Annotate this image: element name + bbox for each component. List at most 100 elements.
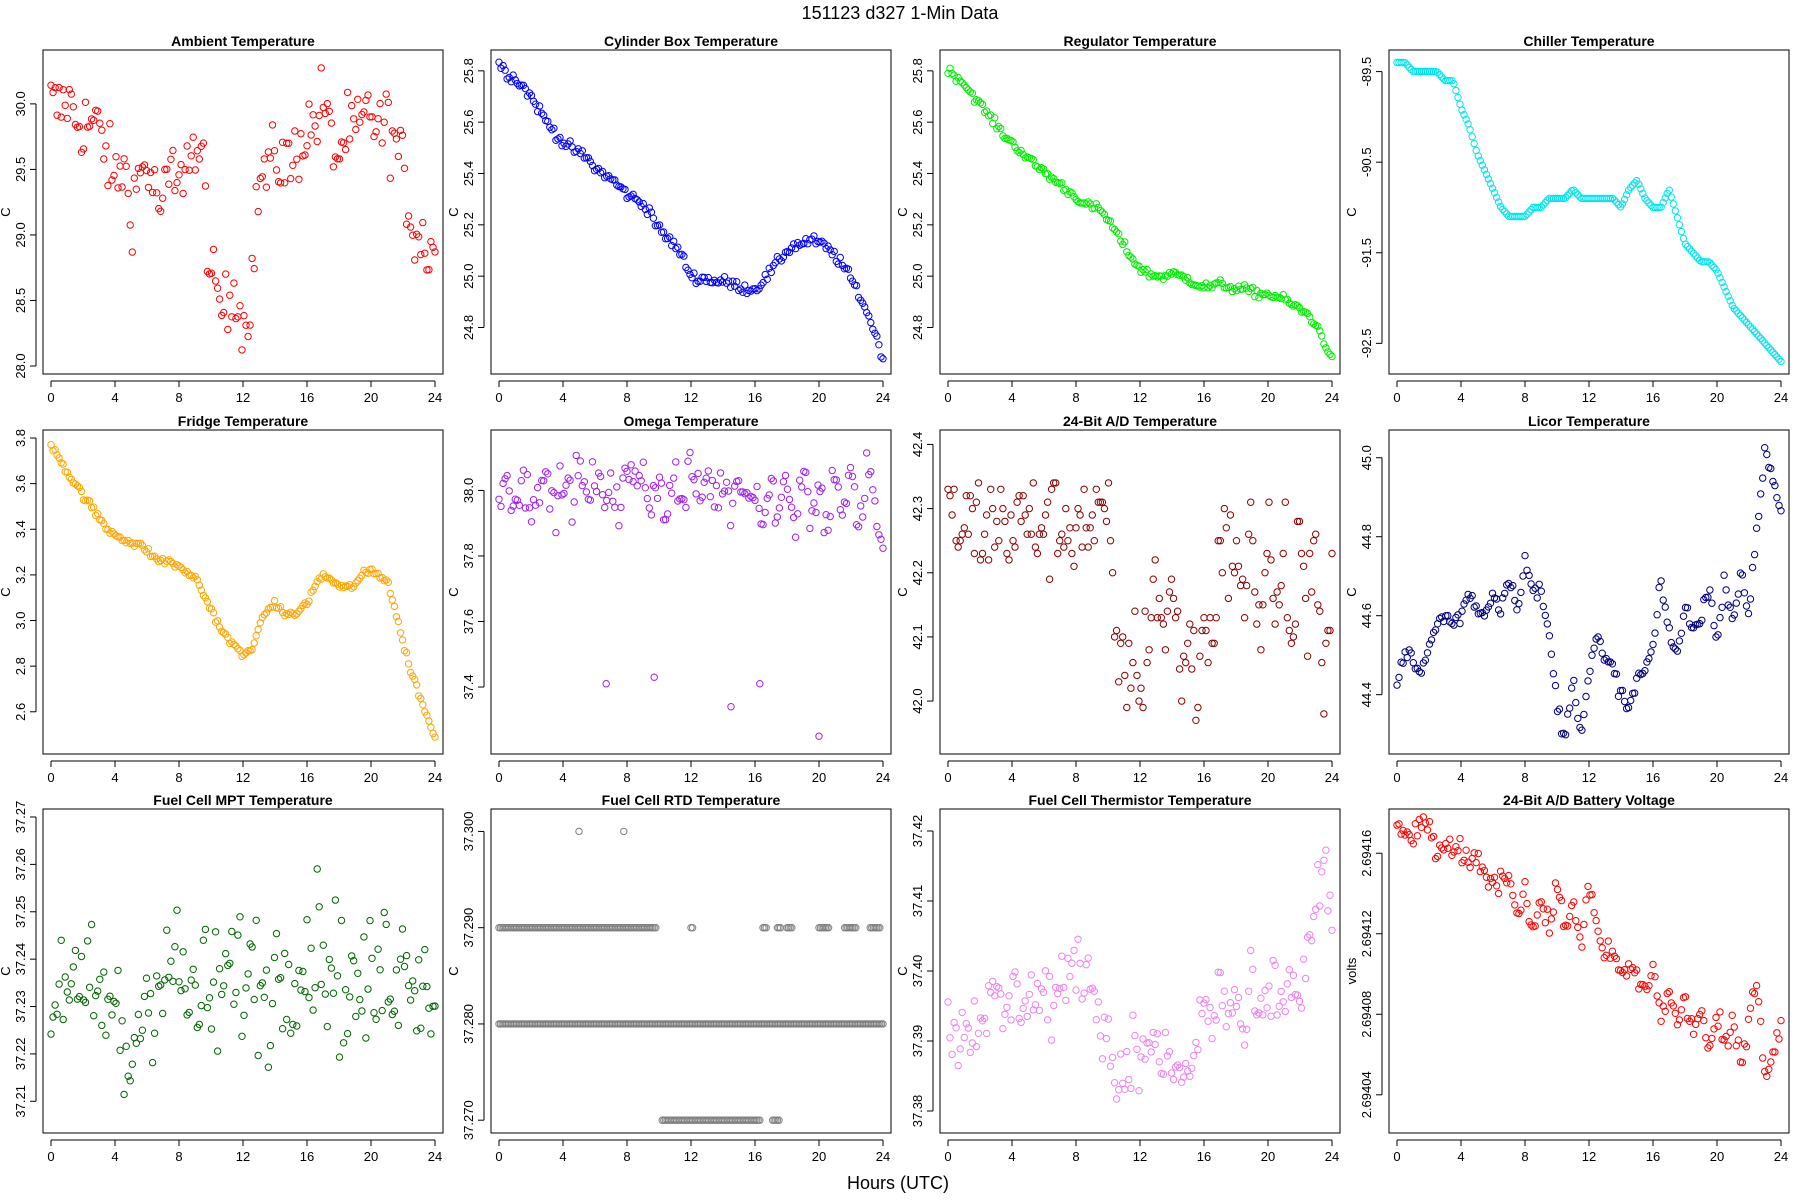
data-point [348, 952, 356, 960]
data-point [1421, 656, 1430, 664]
x-tick-label: 0 [1393, 390, 1400, 405]
data-point [250, 639, 258, 647]
x-tick-label: 20 [1261, 770, 1275, 785]
data-point [1515, 599, 1523, 608]
data-point [1759, 337, 1767, 345]
data-point [411, 256, 419, 264]
data-point [350, 583, 358, 591]
data-point [686, 448, 694, 457]
data-point [1730, 611, 1739, 619]
data-point [968, 1039, 977, 1047]
data-point [1125, 1075, 1133, 1084]
data-point [1206, 1003, 1214, 1012]
data-point [974, 1029, 983, 1038]
y-tick-label: 37.24 [13, 943, 28, 976]
data-point [61, 973, 69, 981]
data-point [85, 497, 94, 505]
data-point [950, 485, 958, 493]
data-point [1517, 212, 1525, 221]
data-point [1100, 504, 1109, 513]
data-point [1003, 549, 1011, 558]
data-point [710, 503, 719, 511]
data-point [861, 494, 869, 503]
data-point [995, 984, 1003, 992]
data-point [242, 984, 250, 992]
data-point [1202, 279, 1210, 287]
data-point [1121, 1085, 1129, 1094]
data-point [1062, 185, 1070, 194]
data-point [1110, 633, 1119, 641]
data-point [1025, 504, 1034, 513]
data-point [556, 462, 564, 470]
x-tick-label: 12 [1582, 390, 1596, 405]
data-point [356, 995, 364, 1004]
data-point [276, 179, 285, 187]
x-tick-label: 4 [559, 1149, 566, 1164]
data-point [264, 148, 273, 156]
data-point [1301, 974, 1310, 983]
data-point [1724, 1042, 1732, 1050]
data-point [1692, 252, 1700, 260]
data-point [1677, 227, 1686, 236]
data-point [415, 956, 423, 964]
data-point [1255, 1009, 1263, 1017]
data-point [796, 476, 804, 484]
data-point [421, 945, 429, 954]
data-point [989, 504, 997, 513]
data-point [546, 123, 554, 131]
data-point [991, 114, 999, 122]
outlier-point [575, 827, 583, 836]
data-point [177, 563, 185, 572]
data-point [1761, 444, 1769, 452]
data-point [956, 77, 964, 85]
data-point [824, 242, 832, 250]
data-point [1299, 562, 1308, 570]
data-point [350, 957, 358, 965]
data-point [209, 609, 218, 617]
data-point [1393, 821, 1401, 829]
data-point [832, 476, 840, 484]
data-point [140, 992, 149, 1001]
data-point [169, 977, 177, 985]
data-point [867, 467, 875, 476]
data-point [499, 61, 507, 70]
data-point [368, 565, 376, 573]
data-point [1427, 636, 1436, 644]
data-point [1720, 571, 1728, 579]
data-point [601, 174, 609, 182]
data-point [1574, 191, 1582, 199]
data-point [157, 207, 165, 216]
data-point [185, 1008, 193, 1017]
panel-title: Regulator Temperature [1064, 33, 1217, 49]
data-point [281, 612, 289, 620]
data-point [1547, 915, 1556, 923]
data-point [1667, 193, 1676, 201]
data-point [431, 248, 439, 256]
data-point [1320, 340, 1328, 348]
data-point [118, 183, 126, 191]
data-point [274, 975, 283, 983]
data-point [627, 461, 635, 469]
data-point [1208, 1034, 1216, 1043]
data-point [1171, 1063, 1180, 1071]
data-point [1098, 498, 1107, 506]
data-point [562, 481, 570, 489]
data-point [800, 239, 808, 248]
data-point [1438, 73, 1446, 81]
data-point [1594, 633, 1602, 641]
data-point [582, 154, 591, 162]
data-point [1706, 259, 1714, 267]
data-point [993, 125, 1001, 133]
data-point [1645, 654, 1653, 663]
data-point [1769, 348, 1777, 356]
data-point [962, 83, 970, 92]
data-point [392, 135, 401, 143]
data-point [220, 308, 228, 317]
data-point [1765, 344, 1773, 352]
data-point [865, 312, 873, 320]
data-point [1722, 586, 1730, 594]
data-point [966, 1048, 974, 1057]
data-point [777, 493, 786, 501]
